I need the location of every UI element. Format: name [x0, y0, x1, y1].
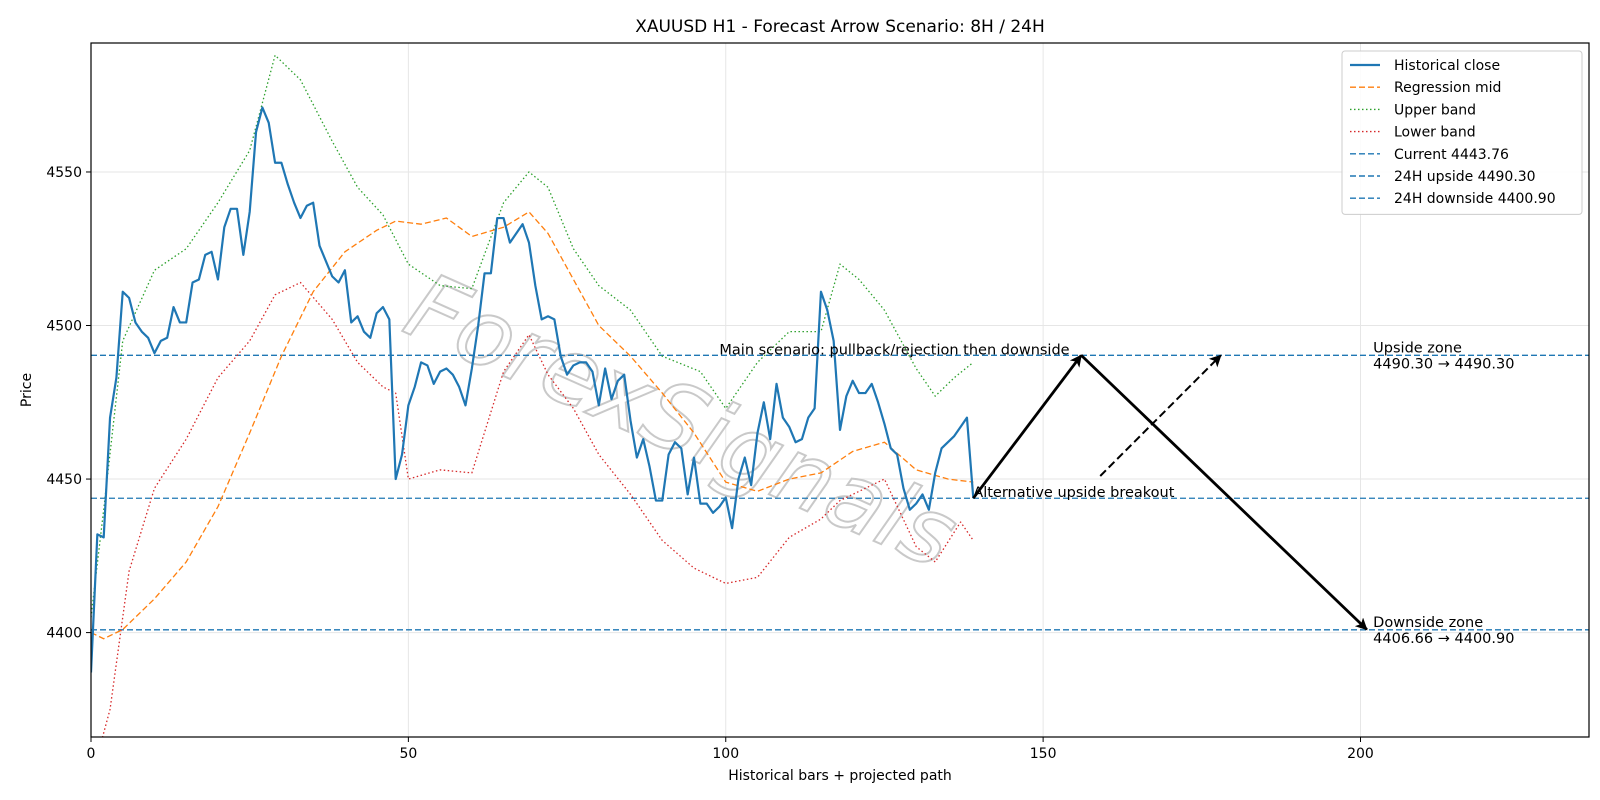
series-layer: [91, 54, 975, 737]
series-line-1: [91, 211, 974, 640]
x-axis-ticks: 0 50 100 150 200: [87, 737, 1374, 762]
x-tick-label: 100: [712, 746, 739, 762]
annotation-upzone-line-0: Upside zone: [1373, 340, 1462, 356]
series-line-2: [91, 54, 974, 618]
annotation-alt: Alternative upside breakout: [973, 485, 1174, 501]
legend: Historical close Regression mid Upper band…: [1341, 50, 1583, 215]
legend-label: Lower band: [1394, 125, 1476, 141]
y-tick-label: 4450: [46, 472, 82, 488]
annotation-main: Main scenario: pullback/rejection then d…: [719, 342, 1069, 358]
forecast-arrow-2: [1099, 354, 1222, 477]
plot-frame: [90, 42, 1590, 738]
legend-label: Current 4443.76: [1394, 147, 1509, 163]
annotation-downzone-line-1: 4406.66 → 4400.90: [1373, 631, 1514, 647]
annotations: Main scenario: pullback/rejection then d…: [719, 340, 1514, 647]
legend-label: Historical close: [1394, 58, 1500, 74]
series-line-0: [91, 106, 975, 673]
x-axis-label: Historical bars + projected path: [728, 768, 952, 784]
annotation-upzone-line-1: 4490.30 → 4490.30: [1373, 356, 1514, 372]
grid-lines: [90, 43, 1589, 737]
x-tick-label: 50: [399, 746, 417, 762]
x-tick-label: 200: [1347, 746, 1374, 762]
y-axis-label: Price: [19, 373, 35, 407]
chart-title: XAUUSD H1 - Forecast Arrow Scenario: 8H …: [635, 17, 1045, 37]
forecast-arrows: [972, 354, 1368, 631]
y-tick-label: 4550: [46, 165, 82, 181]
legend-label: 24H downside 4400.90: [1394, 191, 1556, 207]
forecast-arrow-0: [972, 354, 1083, 500]
forecast-arrow-1: [1080, 354, 1368, 631]
x-tick-label: 0: [87, 746, 96, 762]
y-tick-label: 4400: [46, 626, 82, 642]
legend-label: Upper band: [1394, 102, 1476, 118]
legend-label: Regression mid: [1394, 80, 1501, 96]
x-tick-label: 150: [1030, 746, 1057, 762]
reference-lines: [91, 354, 1589, 631]
y-tick-label: 4500: [46, 319, 82, 335]
legend-label: 24H upside 4490.30: [1394, 169, 1536, 185]
annotation-downzone-line-0: Downside zone: [1373, 615, 1483, 631]
legend-box: [1341, 50, 1583, 215]
y-axis-ticks: 4400 4450 4500 4550: [46, 165, 91, 642]
